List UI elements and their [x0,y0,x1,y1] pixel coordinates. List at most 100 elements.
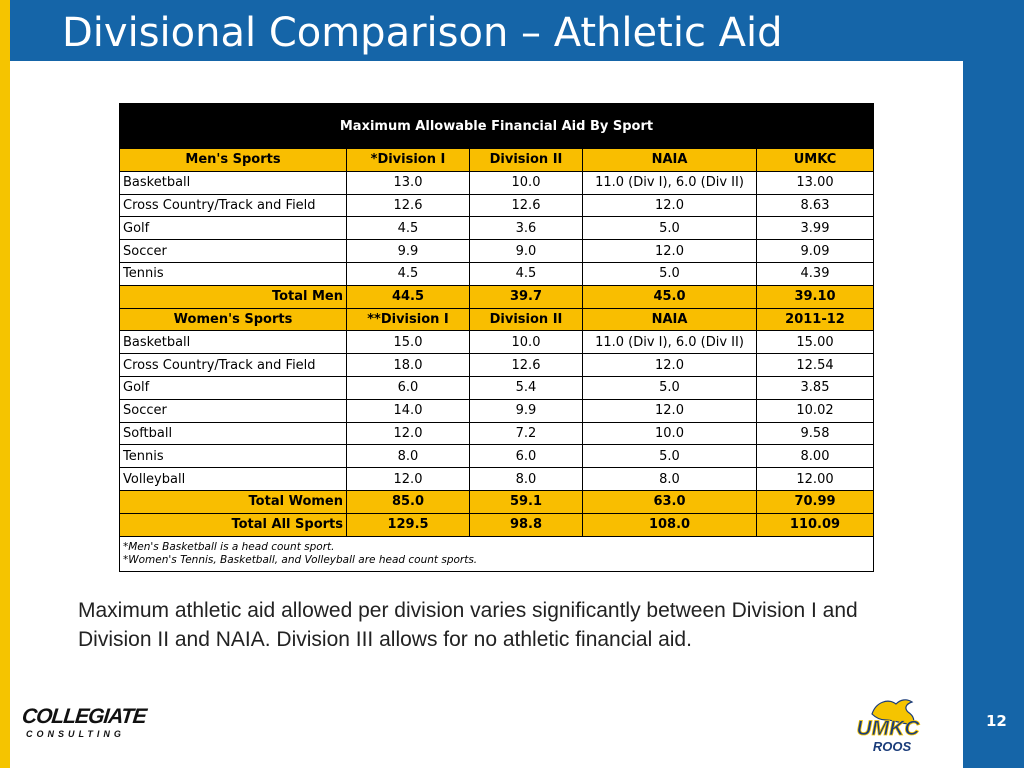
table-row: Golf 6.0 5.4 5.0 3.85 [119,375,874,400]
page-number: 12 [986,712,1007,730]
table-cell: 70.99 [756,489,874,514]
table-cell: 12.6 [469,353,583,377]
table-cell: 8.00 [756,444,874,469]
table-cell: 108.0 [582,512,757,537]
collegiate-consulting-logo: COLLEGIATE CONSULTING [20,705,148,750]
table-notes: *Men's Basketball is a head count sport.… [119,535,874,572]
footnote: *Women's Tennis, Basketball, and Volleyb… [123,553,478,566]
table-cell: 2011-12 [756,307,874,332]
table-row: Soccer 9.9 9.0 12.0 9.09 [119,239,874,263]
table-row: Basketball 13.0 10.0 11.0 (Div I), 6.0 (Div… [119,170,874,195]
logo-left-sub: CONSULTING [26,729,125,739]
table-cell: 11.0 (Div I), 6.0 (Div II) [582,170,757,195]
table-cell: 10.0 [469,330,583,355]
table-cell: 6.0 [469,444,583,469]
table-cell: 7.2 [469,421,583,446]
table-cell: 5.0 [582,261,757,286]
table-cell: 98.8 [469,512,583,537]
table-cell: 63.0 [582,489,757,514]
table-row: Soccer 14.0 9.9 12.0 10.02 [119,398,874,423]
table-cell: 9.58 [756,421,874,446]
footnote: *Men's Basketball is a head count sport. [123,540,335,553]
table-cell: 15.00 [756,330,874,355]
table-cell: 12.6 [469,193,583,218]
table-cell: 13.0 [346,170,470,195]
table-cell: 4.5 [346,261,470,286]
table-cell: Division II [469,148,583,172]
table-cell: 4.5 [469,261,583,286]
total-women-row: Total Women 85.0 59.1 63.0 70.99 [119,489,874,514]
table-cell: 3.99 [756,216,874,241]
logo-left-main: COLLEGIATE [20,705,148,728]
logo-right-main: UMKC [857,717,921,740]
table-cell: 3.6 [469,216,583,241]
table-cell: 12.0 [582,239,757,263]
table-cell: Division II [469,307,583,332]
table-cell: 59.1 [469,489,583,514]
right-band [963,0,1024,768]
total-all-sports-row: Total All Sports 129.5 98.8 108.0 110.09 [119,512,874,537]
table-notes-row: *Men's Basketball is a head count sport.… [119,535,874,572]
table-cell: 12.6 [346,193,470,218]
table-cell: 9.9 [469,398,583,423]
table-cell: 39.10 [756,284,874,309]
umkc-roos-logo: UMKC ROOS [856,699,921,754]
table-row: Cross Country/Track and Field 12.6 12.6 12.… [119,193,874,218]
row-label: Basketball [119,330,347,355]
table-cell: 8.0 [346,444,470,469]
table-cell: 5.0 [582,375,757,400]
women-header-row: Women's Sports **Division I Division II NAI… [119,307,874,332]
table-cell: 5.4 [469,375,583,400]
table-cell: 45.0 [582,284,757,309]
row-label: Volleyball [119,467,347,491]
table-cell: 18.0 [346,353,470,377]
table-cell: 12.54 [756,353,874,377]
table-cell: *Division I [346,148,470,172]
table-cell: 4.5 [346,216,470,241]
row-label: Cross Country/Track and Field [119,193,347,218]
table-cell: 8.0 [469,467,583,491]
table-cell: 12.0 [582,353,757,377]
table-cell: **Division I [346,307,470,332]
table-cell: 12.0 [582,398,757,423]
header-band [0,0,1024,61]
kangaroo-icon [871,699,915,725]
table-cell: 12.0 [346,421,470,446]
table-cell: 13.00 [756,170,874,195]
table-caption: Maximum Allowable Financial Aid By Sport [119,103,874,149]
row-label: Soccer [119,398,347,423]
row-label: Total All Sports [119,512,347,537]
table-row: Golf 4.5 3.6 5.0 3.99 [119,216,874,241]
table-cell: NAIA [582,307,757,332]
table-cell: 39.7 [469,284,583,309]
table-cell: 129.5 [346,512,470,537]
table-row: Basketball 15.0 10.0 11.0 (Div I), 6.0 (Div… [119,330,874,355]
table-cell: 10.0 [469,170,583,195]
logo-right-sub: ROOS [873,739,912,754]
table-cell: 12.0 [582,193,757,218]
table-cell: 15.0 [346,330,470,355]
table-cell: 9.9 [346,239,470,263]
table-cell: 5.0 [582,216,757,241]
row-label: Tennis [119,444,347,469]
left-accent-stripe [0,0,10,768]
row-label: Golf [119,216,347,241]
row-label: Soccer [119,239,347,263]
table-cell: 8.0 [582,467,757,491]
table-cell: UMKC [756,148,874,172]
table-cell: 110.09 [756,512,874,537]
table-cell: 14.0 [346,398,470,423]
table-cell: 12.0 [346,467,470,491]
table-cell: 9.0 [469,239,583,263]
row-label: Softball [119,421,347,446]
table-row: Softball 12.0 7.2 10.0 9.58 [119,421,874,446]
table-cell: 85.0 [346,489,470,514]
table-cell: 6.0 [346,375,470,400]
table-row: Tennis 8.0 6.0 5.0 8.00 [119,444,874,469]
row-label: Total Women [119,489,347,514]
table-cell: 9.09 [756,239,874,263]
total-men-row: Total Men 44.5 39.7 45.0 39.10 [119,284,874,309]
table-row: Tennis 4.5 4.5 5.0 4.39 [119,261,874,286]
row-label: Total Men [119,284,347,309]
men-header-row: Men's Sports *Division I Division II NAIA UM… [119,148,874,172]
